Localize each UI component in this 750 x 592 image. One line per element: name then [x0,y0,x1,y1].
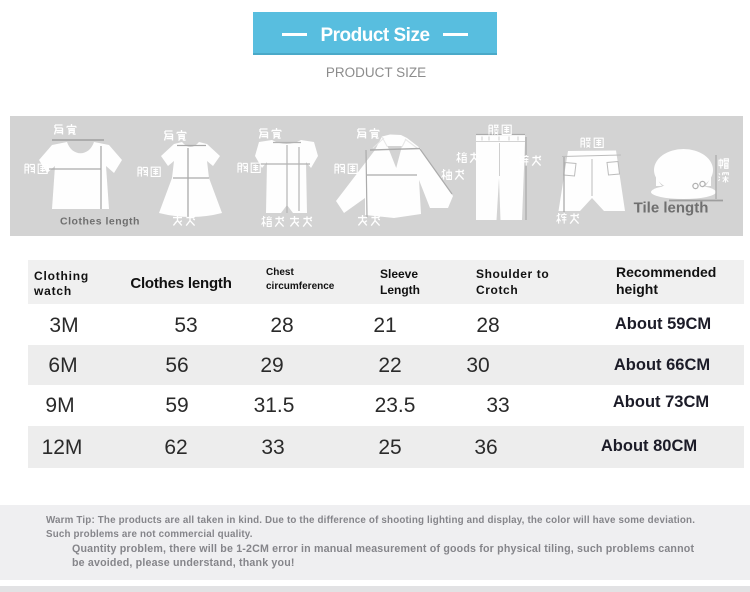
svg-text:Tile length: Tile length [634,200,709,217]
svg-text:Clothes length: Clothes length [60,216,140,228]
